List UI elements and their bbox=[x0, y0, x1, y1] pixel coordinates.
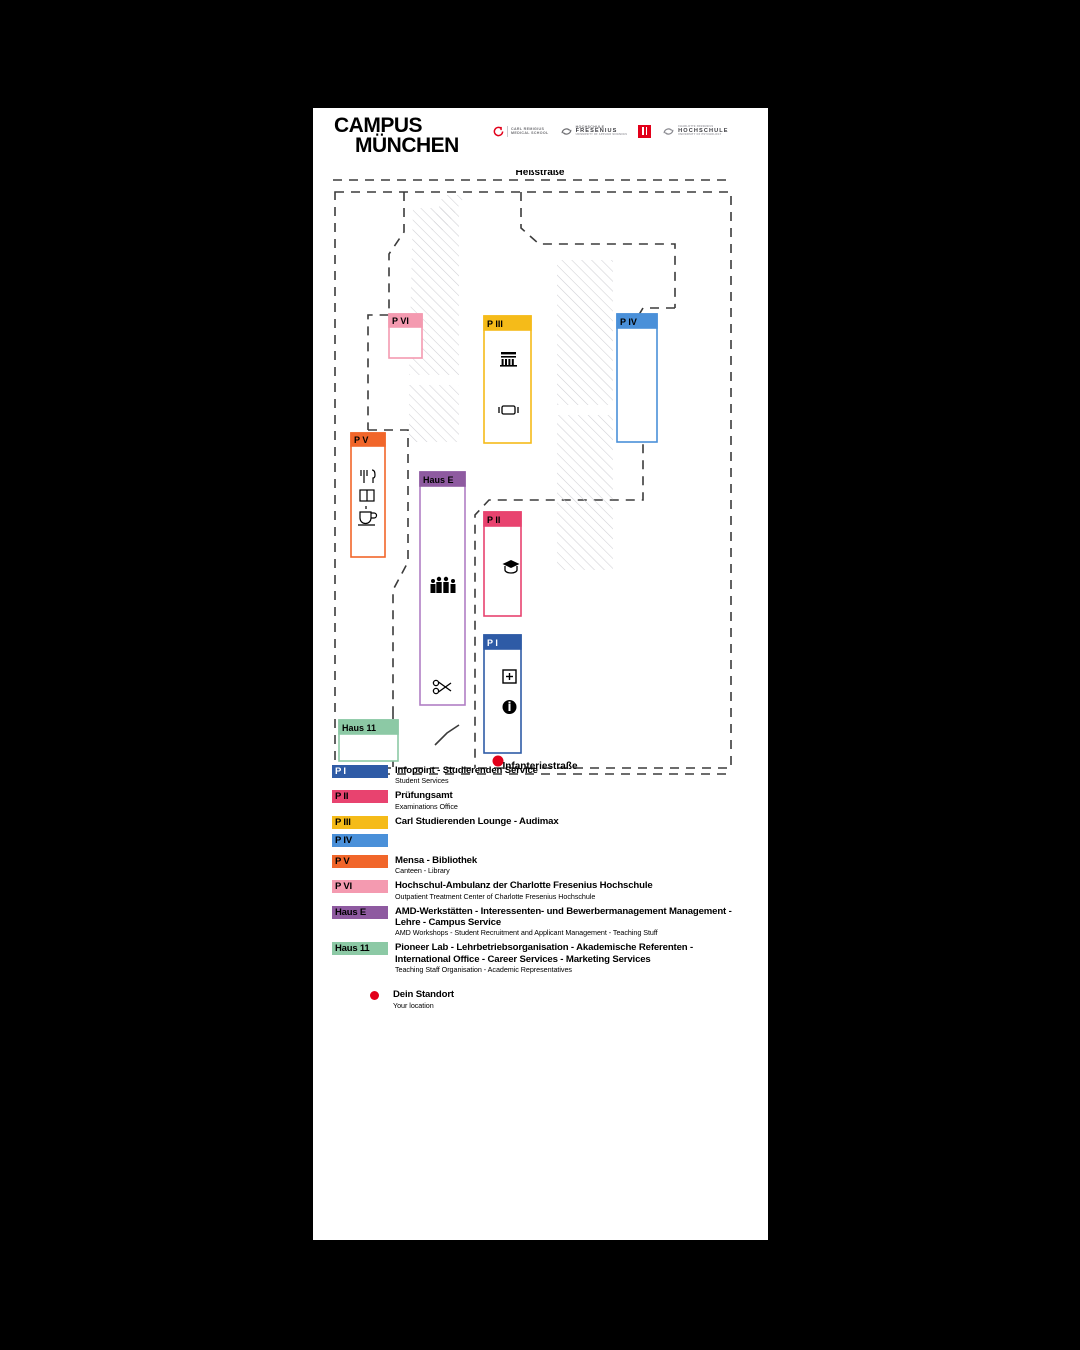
legend-title-haus-11: Pioneer Lab - Lehrbetriebsorganisation -… bbox=[395, 942, 694, 965]
legend-subtitle-p-ii: Examinations Office bbox=[395, 801, 458, 811]
street-label-hesstrasse: Heßstraße bbox=[516, 170, 565, 178]
logo-hochschule-fresenius: HOCHSCHULE FRESENIUS UNIVERSITY OF APPLI… bbox=[560, 125, 628, 138]
legend-item-p-i[interactable]: P I Infopoint - Studierenden Service Stu… bbox=[332, 765, 752, 785]
campus-map-svg[interactable]: P VI P V bbox=[313, 170, 768, 780]
campus-map[interactable]: P VI P V bbox=[313, 170, 768, 780]
map-building-p-v-label: P V bbox=[354, 435, 368, 445]
legend-swatch-haus-e: Haus E bbox=[332, 905, 388, 919]
legend-item-p-iii[interactable]: P III Carl Studierenden Lounge - Audimax bbox=[332, 815, 752, 829]
first-aid-icon bbox=[502, 669, 517, 684]
map-building-p-iii[interactable]: P III bbox=[483, 315, 532, 444]
legend-swatch-p-vi: P VI bbox=[332, 880, 388, 894]
legend-subtitle-your-location: Your location bbox=[393, 1000, 434, 1010]
map-building-p-i-label: P I bbox=[487, 638, 498, 648]
hatched-zone-west-lower bbox=[409, 385, 459, 442]
map-legend: P I Infopoint - Studierenden Service Stu… bbox=[332, 765, 752, 1010]
legend-subtitle-p-vi: Outpatient Treatment Center of Charlotte… bbox=[395, 891, 596, 901]
parcel-outline-west bbox=[367, 192, 405, 430]
people-group-icon bbox=[430, 576, 456, 593]
hatched-zone-center-lower bbox=[557, 415, 613, 570]
logo-text-charlotte: CHARLOTTE FRESENIUS HOCHSCHULE UNIVERSIT… bbox=[678, 124, 729, 137]
map-building-p-vi[interactable]: P VI bbox=[388, 313, 423, 359]
street-label-infanteriestrasse: Infanteriestraße bbox=[502, 761, 577, 772]
legend-item-p-vi[interactable]: P VI Hochschul-Ambulanz der Charlotte Fr… bbox=[332, 880, 752, 901]
wordmark-line-1: CAMPUS bbox=[334, 114, 423, 137]
map-building-p-vi-label: P VI bbox=[392, 316, 409, 326]
parcel-outline-center bbox=[520, 192, 676, 308]
your-location-dot-icon bbox=[370, 991, 379, 1001]
legend-subtitle-p-i: Student Services bbox=[395, 776, 449, 786]
c-circle-icon bbox=[493, 126, 504, 136]
map-building-p-iv-label: P IV bbox=[620, 317, 637, 327]
walkway-path bbox=[434, 724, 460, 746]
map-building-haus-e-label: Haus E bbox=[423, 475, 454, 485]
map-building-haus-11[interactable]: Haus 11 bbox=[338, 719, 399, 762]
map-building-p-iii-label: P III bbox=[487, 319, 503, 329]
logo-text-carl-remigius: CARL REMIGIUS MEDICAL SCHOOL bbox=[511, 126, 549, 135]
campus-muenchen-wordmark: CAMPUS MÜNCHEN bbox=[334, 114, 459, 157]
legend-title-p-v: Mensa - Bibliothek bbox=[395, 854, 478, 866]
legend-code-haus-11: Haus 11 bbox=[335, 943, 370, 955]
legend-code-p-vi: P VI bbox=[335, 881, 352, 893]
map-building-p-v[interactable]: P V bbox=[350, 432, 386, 558]
map-building-haus-11-label: Haus 11 bbox=[342, 723, 376, 733]
legend-title-your-location: Dein Standort bbox=[393, 989, 454, 1001]
legend-code-haus-e: Haus E bbox=[335, 906, 367, 918]
legend-swatch-p-i: P I bbox=[332, 765, 388, 778]
map-building-p-iv[interactable]: P IV bbox=[616, 313, 658, 443]
legend-code-p-ii: P II bbox=[335, 791, 349, 803]
parcel-outline-west-lower bbox=[368, 429, 409, 710]
legend-item-p-iv[interactable]: P IV bbox=[332, 833, 752, 847]
legend-swatch-p-v: P V bbox=[332, 854, 388, 868]
hatched-zone-center bbox=[557, 260, 613, 405]
legend-item-your-location: Dein Standort Your location bbox=[370, 989, 752, 1010]
red-square-mark-icon bbox=[638, 124, 652, 138]
legend-code-p-iv: P IV bbox=[335, 834, 352, 846]
map-building-p-ii[interactable]: P II bbox=[483, 511, 522, 617]
legend-code-p-i: P I bbox=[335, 766, 346, 777]
map-building-p-i[interactable]: P I bbox=[483, 634, 522, 754]
legend-code-p-iii: P III bbox=[335, 816, 351, 828]
map-building-haus-e[interactable]: Haus E bbox=[419, 471, 466, 706]
info-icon bbox=[502, 700, 517, 714]
legend-title-p-iii: Carl Studierenden Lounge - Audimax bbox=[395, 815, 559, 827]
cutlery-icon bbox=[360, 469, 376, 483]
legend-title-p-ii: Prüfungsamt bbox=[395, 790, 453, 802]
logo-divider bbox=[507, 125, 508, 137]
legend-code-p-v: P V bbox=[335, 855, 350, 867]
legend-item-haus-e[interactable]: Haus E AMD-Werkstätten - Interessenten- … bbox=[332, 905, 752, 938]
legend-title-haus-e: AMD-Werkstätten - Interessenten- und Bew… bbox=[395, 905, 732, 929]
campus-block-outline bbox=[334, 191, 732, 769]
wordmark-line-2: MÜNCHEN bbox=[355, 134, 459, 157]
your-location-marker[interactable] bbox=[492, 755, 504, 767]
logo-charlotte-fresenius-hochschule: CHARLOTTE FRESENIUS HOCHSCHULE UNIVERSIT… bbox=[662, 125, 728, 138]
logo-carl-remigius-medical-school: CARL REMIGIUS MEDICAL SCHOOL bbox=[493, 125, 549, 137]
scissors-icon bbox=[432, 679, 452, 695]
charlotte-swirl-icon bbox=[663, 127, 674, 135]
map-building-p-ii-label: P II bbox=[487, 515, 500, 525]
legend-swatch-p-iv: P IV bbox=[332, 833, 388, 847]
fresenius-swirl-icon bbox=[561, 127, 572, 135]
partner-logo-strip: CARL REMIGIUS MEDICAL SCHOOL HOCHSCHULE … bbox=[493, 118, 755, 144]
legend-title-p-i: Infopoint - Studierenden Service bbox=[395, 765, 538, 776]
graduation-cap-icon bbox=[502, 560, 520, 574]
legend-swatch-p-iii: P III bbox=[332, 815, 388, 829]
legend-subtitle-haus-e: AMD Workshops - Student Recruitment and … bbox=[395, 928, 658, 938]
legend-item-p-ii[interactable]: P II Prüfungsamt Examinations Office bbox=[332, 790, 752, 811]
legend-item-haus-11[interactable]: Haus 11 Pioneer Lab - Lehrbetriebsorgani… bbox=[332, 942, 752, 974]
legend-subtitle-haus-11: Teaching Staff Organisation - Academic R… bbox=[395, 965, 572, 975]
campus-map-poster: CAMPUS MÜNCHEN CARL REMIGIUS MEDICAL SCH… bbox=[313, 108, 768, 1240]
logo-text-fresenius: HOCHSCHULE FRESENIUS UNIVERSITY OF APPLI… bbox=[575, 124, 628, 137]
poster-header: CAMPUS MÜNCHEN CARL REMIGIUS MEDICAL SCH… bbox=[313, 108, 768, 170]
legend-item-p-v[interactable]: P V Mensa - Bibliothek Canteen - Library bbox=[332, 854, 752, 876]
sofa-icon bbox=[498, 405, 519, 415]
legend-swatch-haus-11: Haus 11 bbox=[332, 942, 388, 956]
legend-subtitle-p-v: Canteen - Library bbox=[395, 866, 450, 876]
coffee-cup-icon bbox=[358, 506, 378, 526]
auditorium-icon bbox=[500, 352, 517, 367]
legend-swatch-p-ii: P II bbox=[332, 790, 388, 804]
book-icon bbox=[359, 489, 375, 502]
legend-title-p-vi: Hochschul-Ambulanz der Charlotte Freseni… bbox=[395, 880, 653, 892]
